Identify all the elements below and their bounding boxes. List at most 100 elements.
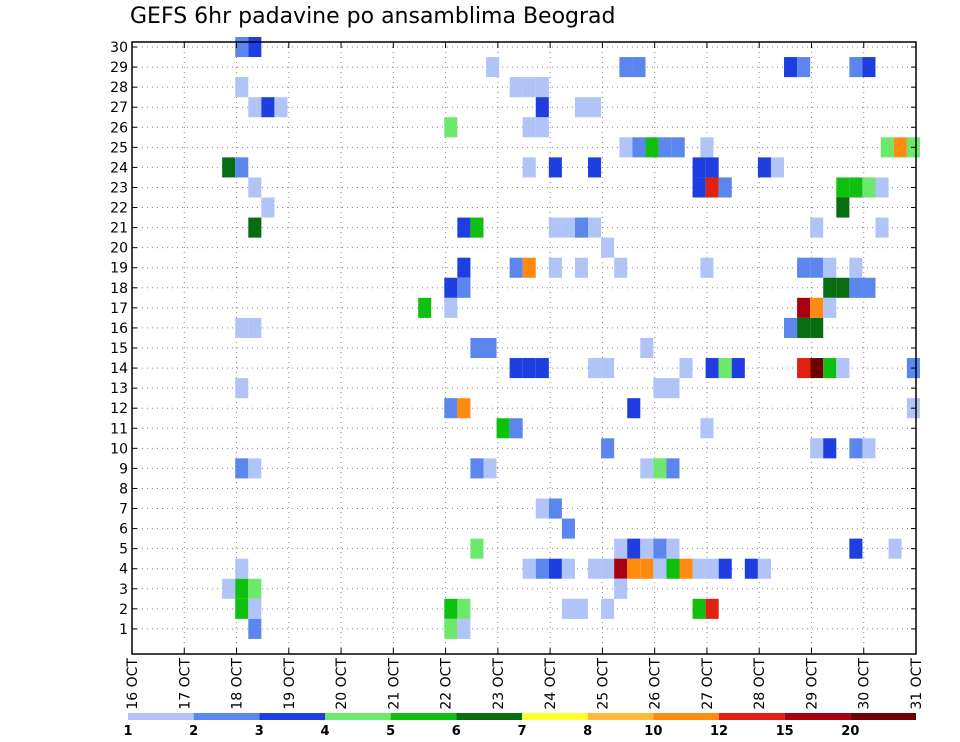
y-tick-label: 13 [110, 381, 128, 397]
heatmap-cell [235, 157, 249, 178]
heatmap-cell [632, 137, 646, 158]
heatmap-cell [614, 558, 628, 579]
heatmap-cell [692, 157, 706, 178]
heatmap-cell [640, 558, 654, 579]
legend-swatch [653, 713, 719, 720]
heatmap-cell [653, 458, 667, 479]
x-tick-label: 28 OCT [752, 658, 768, 710]
y-tick-label: 28 [110, 80, 128, 96]
heatmap-cell [679, 558, 693, 579]
heatmap-cell [522, 157, 536, 178]
heatmap-cell [457, 398, 471, 419]
legend-swatch [325, 713, 391, 720]
y-tick-label: 27 [110, 100, 128, 116]
heatmap-cell [235, 458, 249, 479]
heatmap-cell [862, 277, 876, 298]
legend-label: 6 [452, 724, 461, 739]
legend-swatch [259, 713, 325, 720]
heatmap-cell [718, 558, 732, 579]
heatmap-cell [235, 378, 249, 399]
heatmap-cell [849, 438, 863, 459]
legend-label: 5 [386, 724, 395, 739]
heatmap-cell [588, 558, 602, 579]
y-tick-label: 11 [110, 421, 128, 437]
heatmap-cell [810, 297, 824, 318]
heatmap-cell [235, 578, 249, 599]
heatmap-cell [757, 558, 771, 579]
legend-label: 2 [189, 724, 198, 739]
heatmap-cell [700, 418, 714, 439]
y-tick-label: 5 [119, 542, 128, 558]
heatmap-cell [770, 157, 785, 178]
heatmap-cell [248, 578, 262, 599]
legend-label: 8 [583, 724, 592, 739]
heatmap-cell [797, 297, 811, 318]
heatmap-cell [614, 538, 628, 559]
heatmap-cell [235, 598, 249, 619]
heatmap-cell [744, 558, 758, 579]
heatmap-cell [235, 317, 249, 338]
heatmap-cell [619, 57, 633, 78]
heatmap-cell [588, 217, 602, 238]
heatmap-cell [862, 177, 876, 198]
heatmap-cell [248, 97, 262, 118]
heatmap-cell [509, 358, 523, 379]
heatmap-cell [705, 177, 719, 198]
heatmap-cell [862, 438, 876, 459]
heatmap-cell [248, 598, 262, 619]
x-tick-label: 30 OCT [857, 658, 873, 710]
x-tick-label: 16 OCT [125, 658, 141, 710]
heatmap-cell [222, 578, 236, 599]
heatmap-cell [705, 598, 719, 619]
heatmap-cell [797, 317, 811, 338]
heatmap-cell [261, 197, 275, 218]
x-tick-label: 19 OCT [282, 658, 298, 710]
legend-label: 1 [123, 724, 132, 739]
y-tick-label: 18 [110, 281, 128, 297]
heatmap-cell [823, 438, 837, 459]
heatmap-cell [671, 137, 685, 158]
heatmap-cell [705, 358, 719, 379]
y-tick-label: 23 [110, 180, 128, 196]
y-tick-label: 22 [110, 201, 128, 217]
heatmap-cell [619, 137, 633, 158]
heatmap-cell [836, 358, 850, 379]
y-tick-label: 21 [110, 221, 128, 237]
heatmap-cell [653, 378, 667, 399]
x-tick-label: 25 OCT [595, 658, 611, 710]
heatmap-cell [522, 77, 536, 98]
heatmap-cell [261, 97, 275, 118]
heatmap-cell [888, 538, 902, 559]
heatmap-cell [601, 438, 615, 459]
y-tick-label: 10 [110, 441, 128, 457]
heatmap-cell [470, 217, 484, 238]
heatmap-cell [632, 57, 646, 78]
legend-swatch [128, 713, 194, 720]
heatmap-cell [640, 538, 654, 559]
legend-swatch [193, 713, 260, 720]
heatmap-cell [444, 277, 458, 298]
y-tick-label: 7 [119, 502, 128, 518]
heatmap-cell [666, 458, 680, 479]
heatmap-cell [823, 358, 837, 379]
heatmap-cell [823, 277, 837, 298]
legend-swatch [719, 713, 785, 720]
legend-swatch [390, 713, 457, 720]
heatmap-cell [601, 237, 615, 258]
legend-swatch [522, 713, 588, 720]
x-tick-label: 21 OCT [386, 658, 402, 710]
heatmap-cell [522, 117, 536, 138]
y-tick-label: 19 [110, 261, 128, 277]
heatmap-cell [700, 137, 714, 158]
heatmap-cell [588, 358, 602, 379]
heatmap-cell [614, 578, 628, 599]
heatmap-cell [627, 538, 641, 559]
heatmap-cell [548, 558, 562, 579]
heatmap-cell [797, 358, 811, 379]
y-tick-label: 12 [110, 401, 128, 417]
y-tick-label: 25 [110, 140, 128, 156]
heatmap-cell [522, 257, 536, 278]
heatmap-cell [444, 598, 458, 619]
heatmap-cell [784, 57, 798, 78]
